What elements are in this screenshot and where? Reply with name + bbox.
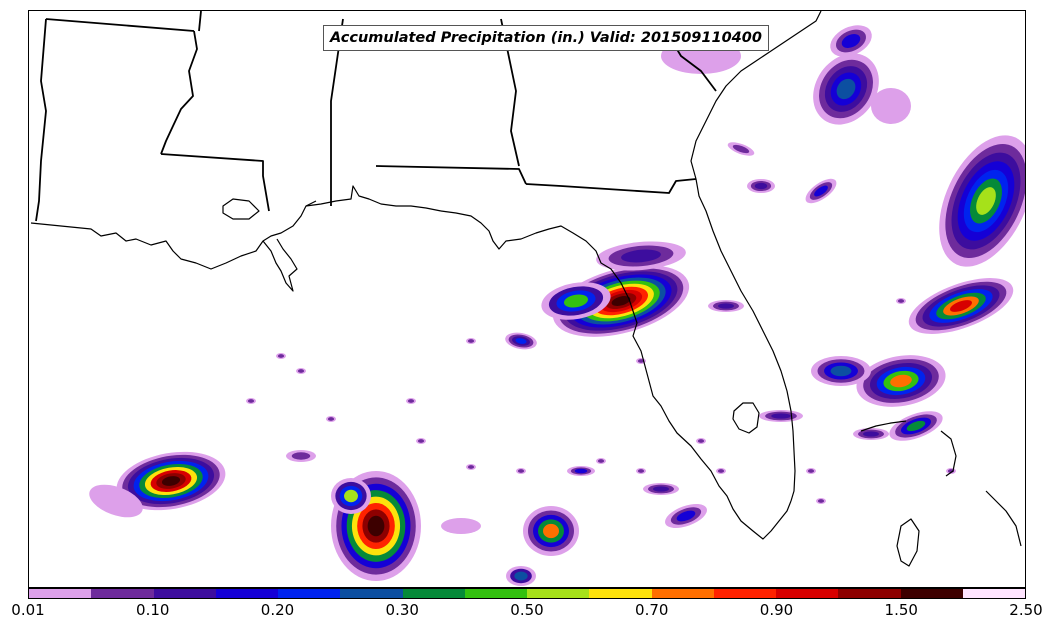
precip-contour [754,182,768,190]
coastline-louisiana [30,200,317,270]
precip-contour [277,354,285,358]
precip-contour [697,439,705,443]
precip-contour [807,469,815,473]
precip-contour [950,300,972,312]
precip-contour [89,484,143,518]
coastline-ms-al [305,185,442,212]
precip-contour [976,187,996,215]
colorbar-segment [900,589,963,598]
colorbar-segment [402,589,465,598]
precip-contour [611,296,631,306]
precip-contour [297,369,305,373]
precip-contour [717,469,725,473]
colorbar-segment [340,589,403,598]
state-border-la-ar [45,18,195,32]
colorbar-tick-label: 0.01 [11,601,45,619]
coastline-lake-pontchartrain [222,198,260,220]
coastline-fl-east [695,178,796,502]
precip-contour [514,571,528,581]
precip-contour [841,34,861,48]
precip-contour [467,465,475,469]
precip-contour [814,185,828,197]
colorbar-segment [215,589,278,598]
state-border-la-ms-river [160,30,198,155]
map-canvas [30,11,1025,586]
coastline-ga-sc [690,11,822,180]
state-border-ar-ms-top [198,11,202,32]
colorbar-tick-label: 2.50 [1009,601,1043,619]
map-title: Accumulated Precipitation (in.) Valid: 2… [330,30,762,46]
precip-contour [161,476,181,486]
precipitation-layer [89,25,1025,586]
coastline-fl-panhandle [440,210,792,540]
precip-contour [467,339,475,343]
state-border-al-ga [500,18,520,167]
state-border-la-ms-31st [160,153,270,212]
precip-contour [817,499,825,503]
precip-contour [653,486,669,492]
colorbar-segment [278,589,341,598]
precip-contour [676,510,696,522]
colorbar-segment [713,589,776,598]
precip-contour [515,338,527,344]
colorbar-segment [838,589,901,598]
precipitation-colorbar [28,588,1026,599]
bahamas-eleuthera [985,490,1022,547]
precip-contour [543,523,559,539]
precip-contour [407,399,415,403]
precip-contour [441,518,481,534]
colorbar-segment [464,589,527,598]
colorbar-tick-label: 1.50 [884,601,918,619]
precip-contour [637,359,645,363]
state-border-al-fl [375,165,527,185]
precip-contour [836,78,856,100]
colorbar-tick-labels: 0.01 0.10 0.20 0.30 0.50 0.70 0.90 1.50 2.50 [0,600,1054,630]
colorbar-tick-label: 0.90 [759,601,794,619]
precip-contour [574,468,588,474]
precip-contour [897,299,905,303]
precip-contour [637,469,645,473]
state-border-la-west [35,18,47,222]
coastline-mississippi-delta [262,238,298,292]
colorbar-segment [29,589,92,598]
colorbar-tick-label: 0.50 [510,601,544,619]
coastline-and-state-borders [30,11,1022,567]
precip-contour [890,374,912,388]
lake-okeechobee [732,402,760,434]
bahamas-abaco [940,430,957,477]
bahamas-grand-bahama [860,420,907,432]
colorbar-tick-label: 0.70 [635,601,669,619]
precip-contour [291,452,311,460]
precip-contour [597,459,605,463]
precip-contour [367,515,385,537]
colorbar-segment [153,589,216,598]
colorbar-tick-label: 0.30 [385,601,419,619]
colorbar-segment [91,589,154,598]
precip-contour [247,399,255,403]
precip-contour [344,489,358,503]
precip-contour [771,413,791,419]
colorbar-tick-label: 0.10 [136,601,170,619]
precip-contour [718,303,734,309]
colorbar-segment [589,589,652,598]
precip-contour [732,144,750,154]
precip-contour [517,469,525,473]
colorbar-segment [527,589,590,598]
bahamas-andros [896,518,920,567]
colorbar-segment [962,589,1025,598]
precip-contour [906,420,926,432]
precip-contour [871,88,911,124]
precip-contour [621,249,661,263]
precip-contour [563,294,589,308]
map-area: Accumulated Precipitation (in.) Valid: 2… [28,10,1026,588]
precip-contour [830,365,852,377]
colorbar-tick-label: 0.20 [260,601,295,619]
colorbar-segment [651,589,714,598]
colorbar-segment [776,589,839,598]
precip-contour [327,417,335,421]
state-border-ga-fl [525,178,697,194]
map-title-box: Accumulated Precipitation (in.) Valid: 2… [323,25,769,51]
precip-contour [417,439,425,443]
precip-contour [863,431,879,437]
